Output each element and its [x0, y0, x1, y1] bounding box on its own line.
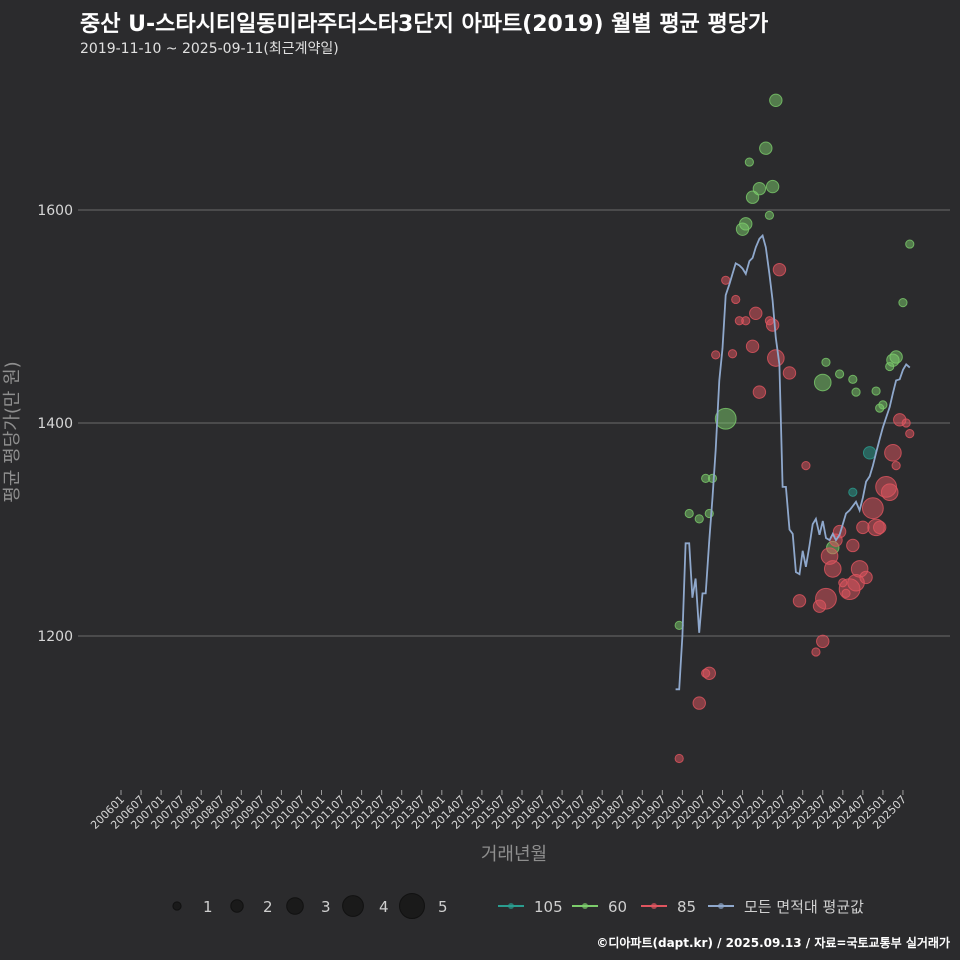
bubble-60: [764, 210, 775, 220]
bubble-60: [821, 357, 831, 367]
bubble-60: [684, 508, 694, 519]
bubble-85: [891, 461, 901, 471]
bubble-85: [727, 349, 738, 359]
bubble-85: [745, 339, 760, 354]
bubble-85: [856, 520, 870, 535]
bubble-60: [694, 514, 704, 524]
bubble-85: [859, 570, 873, 585]
bubble-85: [721, 275, 731, 285]
bubble-60: [878, 400, 888, 410]
average-line: [675, 233, 911, 691]
bubble-85: [872, 520, 887, 535]
bubble-85: [749, 306, 763, 321]
series-legend-dot: [651, 903, 657, 909]
bubble-60: [813, 373, 832, 392]
series-legend-label: 60: [608, 898, 627, 916]
bubble-60: [889, 350, 903, 364]
size-legend-label: 3: [321, 898, 331, 916]
x-axis-label: 거래년월: [481, 844, 547, 865]
size-legend-circle: [286, 897, 304, 915]
bubble-60: [714, 407, 737, 430]
bubble-85: [905, 429, 915, 439]
y-tick-label: 1200: [37, 629, 73, 645]
grid-layer: 1200 1400 1600: [37, 203, 950, 645]
bubble-85: [846, 538, 860, 553]
size-legend-circle: [342, 895, 364, 917]
average-line-layer: [675, 233, 911, 691]
bubble-60: [769, 93, 783, 108]
bubble-85: [782, 366, 797, 380]
bubble-85: [792, 594, 807, 608]
bubble-60: [851, 387, 861, 397]
bubble-85: [752, 385, 767, 399]
bubble-85: [767, 349, 785, 367]
bubble-60: [898, 298, 908, 308]
bubble-85: [901, 418, 911, 428]
bubble-60: [834, 369, 845, 379]
series-legend-dot: [582, 903, 588, 909]
bubble-60: [744, 157, 754, 167]
bubble-60: [752, 182, 767, 196]
y-tick-label: 1400: [37, 416, 73, 432]
bubble-105: [862, 446, 877, 460]
bubble-85: [880, 483, 899, 502]
bubble-85: [861, 497, 884, 520]
bubble-85: [823, 560, 842, 578]
legend: 1 2 3 4 5 105 60 85 모든 면적대 평균값: [172, 893, 864, 919]
bubble-85: [765, 318, 780, 332]
chart-subtitle: 2019-11-10 ~ 2025-09-11(최근계약일): [80, 41, 339, 57]
size-legend-circle: [172, 901, 182, 911]
bubble-85: [711, 350, 721, 360]
bubble-85: [801, 461, 811, 471]
series-legend-label: 105: [534, 898, 563, 916]
credit-text: ©디아파트(dapt.kr) / 2025.09.13 / 자료=국토교통부 실…: [596, 936, 950, 950]
bubble-60: [739, 217, 753, 231]
bubble-layer: [674, 93, 915, 764]
bubble-85: [702, 666, 716, 680]
size-legend-label: 4: [379, 898, 389, 916]
bubble-85: [811, 647, 821, 657]
size-legend-label: 5: [438, 898, 448, 916]
series-legend-label: 모든 면적대 평균값: [744, 898, 864, 916]
bubble-85: [884, 444, 902, 462]
bubble-60: [871, 386, 881, 396]
bubble-85: [731, 294, 741, 305]
chart-title: 중산 U-스타시티일동미라주더스타3단지 아파트(2019) 월별 평균 평당가: [80, 12, 769, 37]
bubble-85: [741, 316, 751, 326]
bubble-60: [759, 141, 773, 155]
bubble-60: [707, 473, 718, 483]
size-legend-label: 1: [203, 898, 213, 916]
size-legend-circle: [399, 893, 425, 919]
bubble-85: [692, 696, 706, 710]
bubble-60: [905, 239, 915, 249]
series-legend-dot: [508, 903, 514, 909]
bubble-85: [772, 262, 787, 277]
x-axis: 2006012006072007012007072008012008072009…: [88, 790, 909, 832]
bubble-85: [674, 753, 684, 764]
size-legend-circle: [230, 899, 244, 913]
series-legend-label: 85: [677, 898, 696, 916]
bubble-85: [815, 587, 837, 610]
bubble-85: [816, 634, 830, 649]
y-tick-label: 1600: [37, 203, 73, 219]
size-legend-label: 2: [263, 898, 273, 916]
bubble-85: [832, 524, 847, 539]
y-axis-label: 평균 평당가(만 원): [2, 361, 23, 502]
bubble-60: [848, 374, 858, 384]
series-legend-dot: [718, 903, 724, 909]
bubble-105: [848, 487, 858, 497]
bubble-60: [765, 179, 780, 194]
